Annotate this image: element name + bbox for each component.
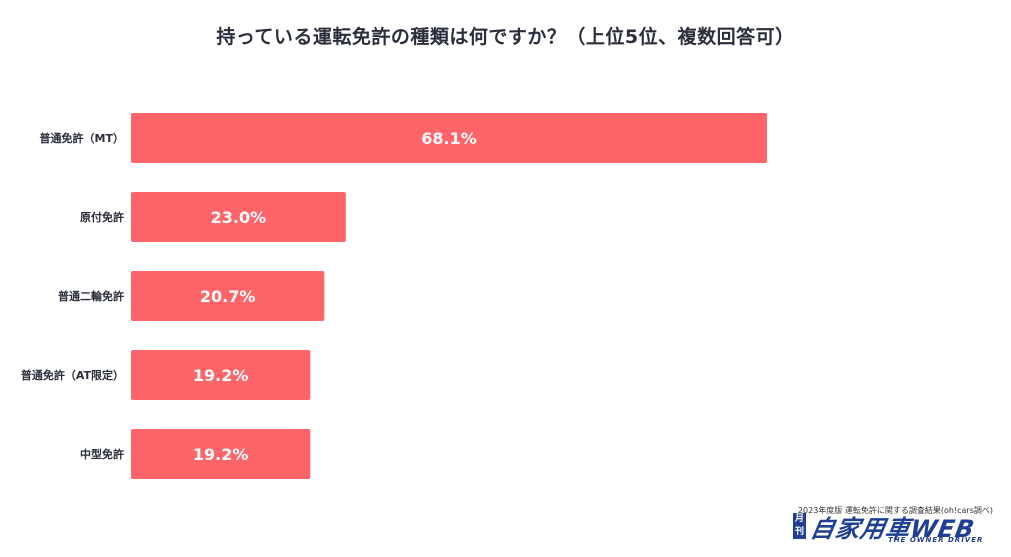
value-label-3: 20.7% [200, 287, 256, 306]
logo-subtitle: THE OWNER DRIVER [888, 536, 984, 544]
bar-chart: 普通免許（MT） 68.1% 原付免許 23.0% 普通二輪免許 20.7% 普通免許（AT… [21, 113, 768, 479]
value-label-5: 19.2% [193, 445, 249, 464]
category-label-3: 普通二輪免許 [58, 289, 124, 303]
category-label-4: 普通免許（AT限定） [21, 368, 124, 382]
publisher-logo: 月刊 自家用車WEB THE OWNER DRIVER [793, 511, 993, 545]
value-label-1: 68.1% [421, 129, 477, 148]
chart-title: 持っている運転免許の種類は何ですか？（上位5位、複数回答可） [216, 26, 795, 48]
bar-3 [131, 271, 325, 321]
value-label-2: 23.0% [211, 208, 267, 227]
bar-5 [131, 429, 311, 479]
source-note: 2023年度版 運転免許に関する調査結果(oh!cars調べ) [797, 506, 993, 515]
bar-1 [131, 113, 768, 163]
value-label-4: 19.2% [193, 366, 249, 385]
logo-badge: 月刊 [793, 513, 806, 539]
bar-2 [131, 192, 346, 242]
category-label-2: 原付免許 [80, 210, 124, 224]
category-label-5: 中型免許 [80, 447, 124, 461]
category-label-1: 普通免許（MT） [40, 131, 124, 145]
bar-4 [131, 350, 311, 400]
